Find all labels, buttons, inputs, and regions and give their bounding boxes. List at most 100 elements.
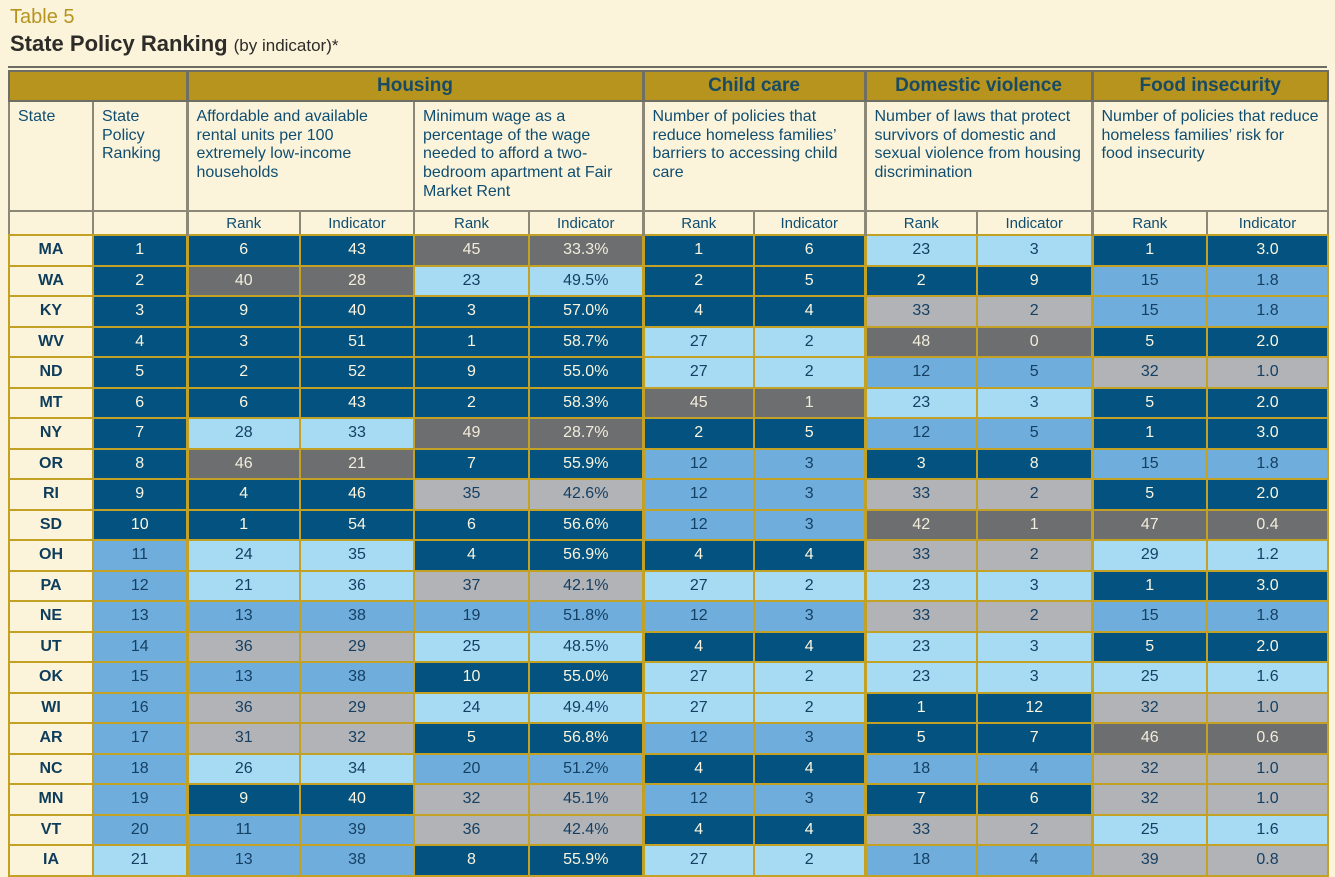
child-care-indicator-cell: 5 [753,417,866,450]
food-insecurity-rank-cell: 5 [1090,386,1208,419]
food-insecurity-indicator-cell: 3.0 [1206,234,1329,267]
food-insecurity-rank-cell: 29 [1090,539,1208,572]
food-insecurity-indicator-cell: 1.6 [1206,661,1329,694]
subheader-indicator: Indicator [528,210,644,236]
minimum-wage-indicator-cell: 42.1% [528,569,644,602]
child-care-indicator-cell: 3 [753,478,866,511]
domestic-violence-rank-cell: 23 [863,630,978,663]
minimum-wage-rank-cell: 10 [413,661,530,694]
food-insecurity-indicator-cell: 3.0 [1206,417,1329,450]
housing-units-indicator-cell: 39 [299,813,415,846]
minimum-wage-rank-cell: 24 [413,691,530,724]
child-care-rank-cell: 12 [641,478,755,511]
domestic-violence-rank-cell: 7 [863,783,978,816]
subheader-rank: Rank [641,210,755,236]
minimum-wage-rank-cell: 7 [413,447,530,480]
food-insecurity-rank-cell: 1 [1090,417,1208,450]
minimum-wage-indicator-cell: 48.5% [528,630,644,663]
column-desc-domestic-violence: Number of laws that protect survivors of… [863,100,1093,212]
table-row: VT 20 11 39 36 42.4% 4 4 33 2 25 1.6 [8,813,1329,846]
housing-units-indicator-cell: 28 [299,264,415,297]
minimum-wage-rank-cell: 19 [413,600,530,633]
table-row: NC 18 26 34 20 51.2% 4 4 18 4 32 1.0 [8,752,1329,785]
minimum-wage-indicator-cell: 42.6% [528,478,644,511]
domestic-violence-rank-cell: 33 [863,539,978,572]
domestic-violence-indicator-cell: 3 [976,569,1093,602]
column-desc-minimum-wage: Minimum wage as a percentage of the wage… [413,100,644,212]
state-policy-ranking-cell: 12 [92,569,188,602]
food-insecurity-indicator-cell: 0.8 [1206,844,1329,877]
food-insecurity-rank-cell: 5 [1090,630,1208,663]
domestic-violence-indicator-cell: 0 [976,325,1093,358]
state-cell: WA [8,264,94,297]
housing-units-rank-cell: 11 [185,813,301,846]
child-care-indicator-cell: 6 [753,234,866,267]
food-insecurity-indicator-cell: 1.0 [1206,691,1329,724]
subheader-indicator: Indicator [753,210,866,236]
housing-units-rank-cell: 24 [185,539,301,572]
child-care-rank-cell: 27 [641,356,755,389]
state-policy-ranking-cell: 11 [92,539,188,572]
state-policy-ranking-cell: 16 [92,691,188,724]
domestic-violence-indicator-cell: 2 [976,478,1093,511]
housing-units-rank-cell: 6 [185,234,301,267]
table-row: MN 19 9 40 32 45.1% 12 3 7 6 32 1.0 [8,783,1329,816]
domestic-violence-indicator-cell: 12 [976,691,1093,724]
table-row: NY 7 28 33 49 28.7% 2 5 12 5 1 3.0 [8,417,1329,450]
housing-units-indicator-cell: 35 [299,539,415,572]
column-desc-food-insecurity: Number of policies that reduce homeless … [1090,100,1329,212]
minimum-wage-rank-cell: 32 [413,783,530,816]
state-cell: AR [8,722,94,755]
category-header-row: Housing Child care Domestic violence Foo… [8,70,1329,102]
table-row: KY 3 9 40 3 57.0% 4 4 33 2 15 1.8 [8,295,1329,328]
state-cell: MN [8,783,94,816]
domestic-violence-rank-cell: 33 [863,478,978,511]
table-row: OK 15 13 38 10 55.0% 27 2 23 3 25 1.6 [8,661,1329,694]
state-cell: WV [8,325,94,358]
subheader-rank: Rank [185,210,301,236]
minimum-wage-rank-cell: 45 [413,234,530,267]
child-care-rank-cell: 27 [641,569,755,602]
housing-units-indicator-cell: 34 [299,752,415,785]
child-care-rank-cell: 2 [641,264,755,297]
page-title: State Policy Ranking [10,31,228,56]
table-row: MT 6 6 43 2 58.3% 45 1 23 3 5 2.0 [8,386,1329,419]
child-care-indicator-cell: 3 [753,508,866,541]
minimum-wage-indicator-cell: 58.3% [528,386,644,419]
state-policy-ranking-cell: 9 [92,478,188,511]
state-cell: NY [8,417,94,450]
food-insecurity-rank-cell: 39 [1090,844,1208,877]
state-policy-ranking-cell: 18 [92,752,188,785]
food-insecurity-rank-cell: 32 [1090,356,1208,389]
title-divider [8,66,1327,68]
domestic-violence-rank-cell: 42 [863,508,978,541]
state-cell: PA [8,569,94,602]
state-cell: SD [8,508,94,541]
state-policy-ranking-cell: 10 [92,508,188,541]
child-care-rank-cell: 2 [641,417,755,450]
table-row: SD 10 1 54 6 56.6% 12 3 42 1 47 0.4 [8,508,1329,541]
minimum-wage-rank-cell: 4 [413,539,530,572]
housing-units-indicator-cell: 52 [299,356,415,389]
domestic-violence-indicator-cell: 8 [976,447,1093,480]
category-header-spacer [8,70,188,102]
food-insecurity-rank-cell: 32 [1090,691,1208,724]
state-cell: OR [8,447,94,480]
minimum-wage-rank-cell: 25 [413,630,530,663]
housing-units-indicator-cell: 51 [299,325,415,358]
food-insecurity-indicator-cell: 2.0 [1206,386,1329,419]
state-policy-ranking-cell: 7 [92,417,188,450]
minimum-wage-indicator-cell: 55.0% [528,356,644,389]
child-care-indicator-cell: 2 [753,691,866,724]
housing-units-indicator-cell: 43 [299,386,415,419]
food-insecurity-rank-cell: 5 [1090,478,1208,511]
food-insecurity-indicator-cell: 1.0 [1206,752,1329,785]
housing-units-rank-cell: 13 [185,844,301,877]
state-policy-ranking-cell: 21 [92,844,188,877]
minimum-wage-indicator-cell: 56.8% [528,722,644,755]
minimum-wage-rank-cell: 3 [413,295,530,328]
table-row: RI 9 4 46 35 42.6% 12 3 33 2 5 2.0 [8,478,1329,511]
child-care-rank-cell: 4 [641,813,755,846]
domestic-violence-rank-cell: 33 [863,295,978,328]
